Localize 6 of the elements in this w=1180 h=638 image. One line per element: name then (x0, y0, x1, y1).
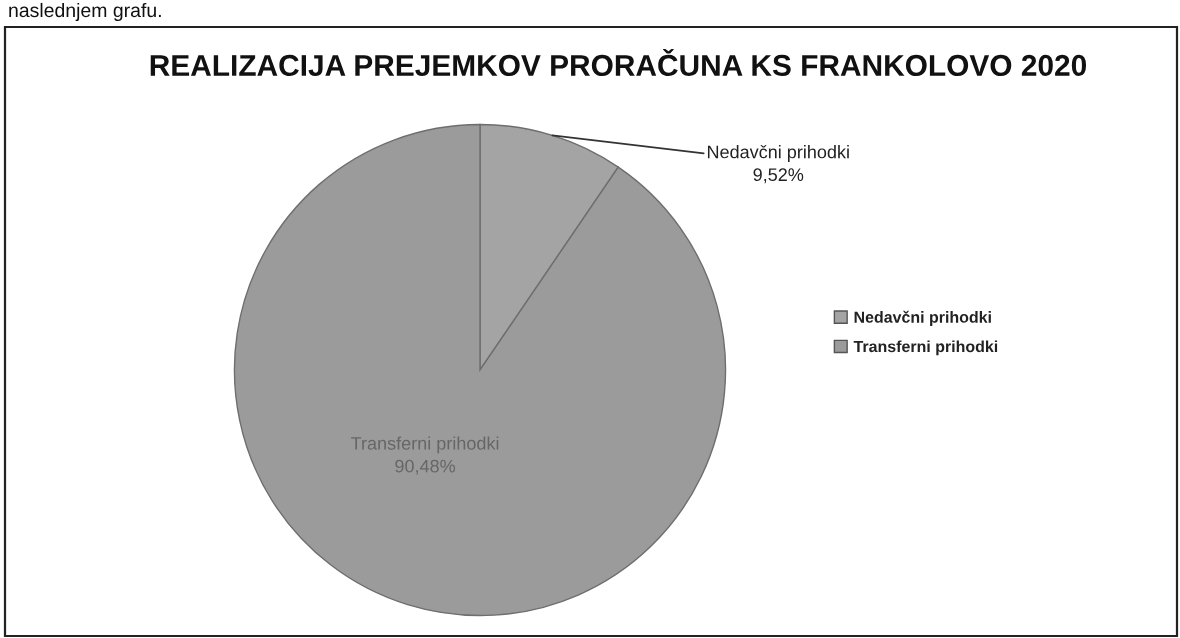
legend-label: Nedavčni prihodki (854, 310, 991, 326)
slice-label: Nedavčni prihodki (707, 145, 849, 162)
text: naslednjem grafu. (9, 2, 161, 22)
chart-title: REALIZACIJA PREJEMKOV PRORAČUNA KS FRANKOLOVO 2020 (150, 48, 1087, 77)
legend-label: Transferni prihodki (853, 340, 998, 356)
data-label: 9,52% (753, 168, 804, 184)
